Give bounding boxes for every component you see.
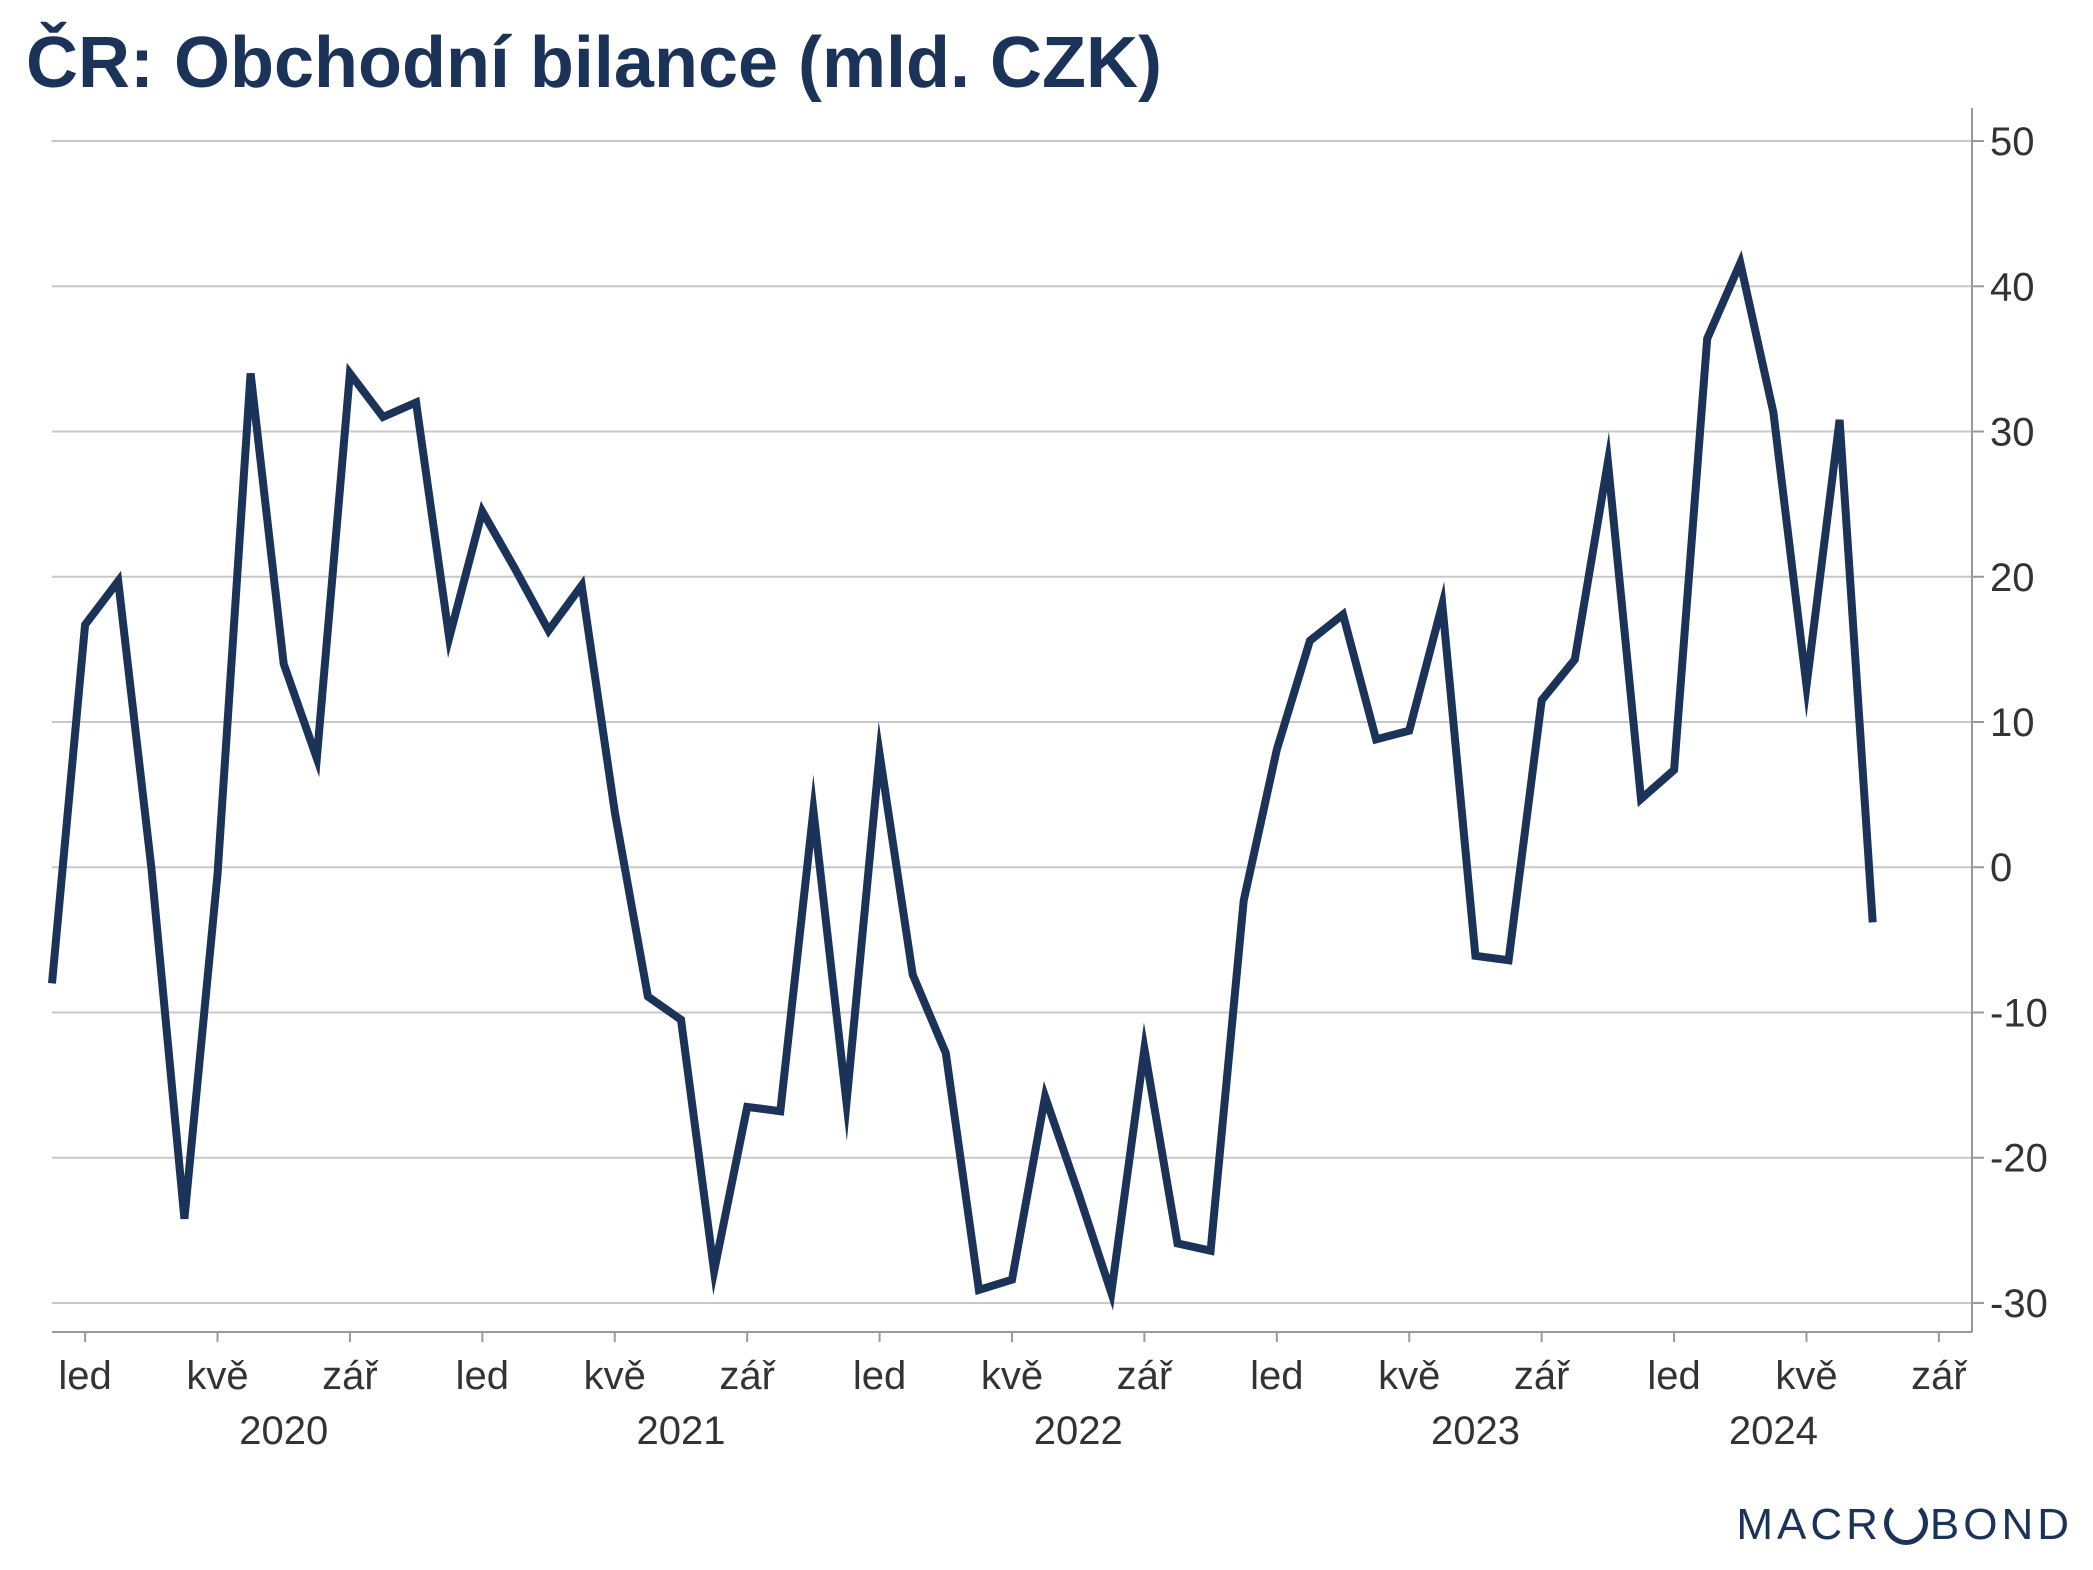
x-year-label: 2021 [636,1409,725,1453]
x-tick-label: kvě [981,1354,1043,1398]
x-tick-label: kvě [1378,1354,1440,1398]
logo-text-start: MACR [1736,1500,1882,1549]
x-tick-label: kvě [1775,1354,1837,1398]
series-layer [48,250,1877,1311]
series-line [48,250,1877,1311]
y-tick-label: 30 [1990,411,2035,455]
x-year-label: 2022 [1034,1409,1123,1453]
y-tick-label: 0 [1990,846,2012,890]
x-tick-label: kvě [186,1354,248,1398]
y-tick-label: -20 [1990,1137,2048,1181]
x-tick-label: led [853,1354,906,1398]
x-tick-label: led [58,1354,111,1398]
y-tick-label: 40 [1990,265,2035,309]
y-tick-label: 50 [1990,120,2035,164]
x-tick-label: zář [1117,1354,1174,1398]
logo-text-end: BOND [1929,1500,2073,1549]
x-tick-label: zář [322,1354,379,1398]
x-tick-label: led [1250,1354,1303,1398]
y-tick-label: 20 [1990,556,2035,600]
x-year-label: 2024 [1729,1409,1818,1453]
gridlines [52,140,1972,1304]
y-tick-label: -30 [1990,1282,2048,1326]
x-tick-label: led [1647,1354,1700,1398]
x-tick-label: zář [719,1354,776,1398]
axes: 50 40 30 20 10 0 -10 -20 -30 led kvě zář led kvě zář le… [52,108,2048,1453]
x-tick-label: zář [1514,1354,1571,1398]
x-tick-label: led [456,1354,509,1398]
x-year-label: 2020 [239,1409,328,1453]
x-year-label: 2023 [1431,1409,1520,1453]
y-tick-label: 10 [1990,701,2035,745]
x-tick-label: kvě [584,1354,646,1398]
logo-ring-icon [1883,1501,1928,1545]
x-tick-label: zář [1911,1354,1968,1398]
macrobond-logo: MACR BOND [1736,1500,2073,1550]
y-tick-label: -10 [1990,991,2048,1035]
chart-title: ČR: Obchodní bilance (mld. CZK) [26,23,1162,103]
